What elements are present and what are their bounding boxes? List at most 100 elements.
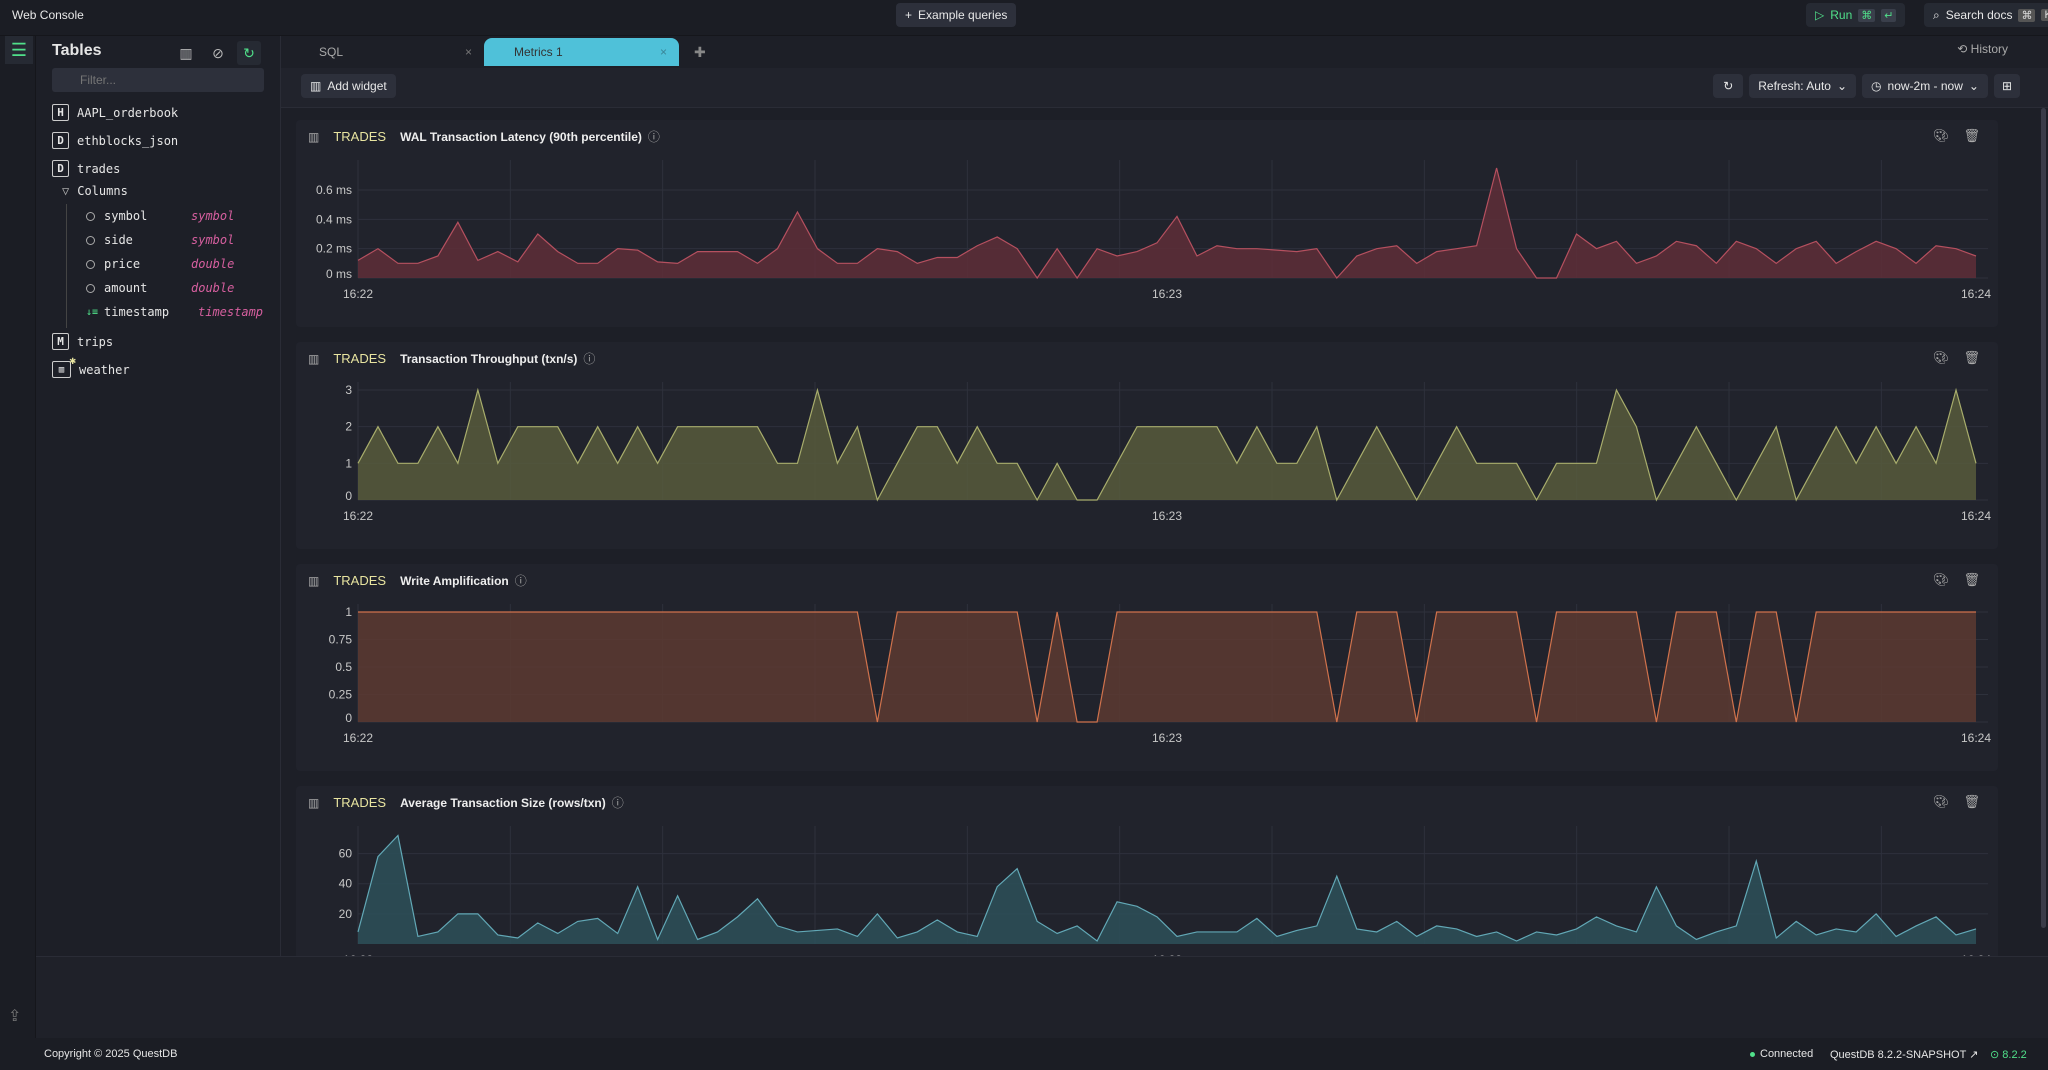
version-short: 8.2.2 — [2002, 1049, 2027, 1061]
close-icon[interactable]: × — [464, 45, 472, 59]
y-tick-label: 0 — [345, 711, 352, 725]
x-tick-label: 16:23 — [1152, 731, 1182, 745]
activity-bar: ☰ ⇪ — [0, 36, 36, 1038]
column-item[interactable]: side symbol — [86, 233, 234, 247]
columns-toggle[interactable]: ▽ Columns — [62, 184, 128, 198]
widget-title: Write Amplification — [400, 573, 509, 588]
palette-icon[interactable]: 🎨︎ — [1932, 350, 1950, 365]
palette-icon[interactable]: 🎨︎ — [1932, 794, 1950, 809]
tab-metrics-1[interactable]: Metrics 1 × — [484, 38, 679, 66]
search-docs-button[interactable]: ⌕ Search docs ⌘ K — [1924, 3, 2048, 27]
external-link-icon: ↗ — [1969, 1049, 1979, 1061]
metrics-toolbar: ▥ Add widget ↻ Refresh: Auto ⌄ ◷ now-2m - n… — [281, 68, 2048, 108]
scrollbar[interactable] — [2041, 108, 2046, 928]
x-tick-label: 16:22 — [343, 287, 373, 301]
add-widget-button[interactable]: ▥ Add widget — [301, 74, 396, 98]
column-item[interactable]: ↓≡ timestamp timestamp — [86, 305, 263, 319]
tables-title: Tables — [52, 42, 102, 59]
column-name: symbol — [104, 209, 148, 223]
column-icon — [86, 211, 95, 221]
series-area — [358, 612, 1976, 722]
view-table-icon: ▥ ✱ — [52, 354, 76, 378]
refresh-now-button[interactable]: ↻ — [1713, 74, 1744, 98]
table-item[interactable]: ▥ ✱ weather — [52, 354, 130, 378]
run-label: Run — [1830, 8, 1853, 22]
x-tick-label: 16:24 — [1961, 287, 1991, 301]
widget-table: TRADES — [333, 573, 387, 588]
grid-icon: ⊞ — [2001, 79, 2012, 93]
x-tick-label: 16:24 — [1961, 509, 1991, 523]
column-type: double — [191, 257, 235, 271]
app-title: Web Console — [12, 8, 84, 22]
column-type: timestamp — [198, 305, 264, 319]
series-area — [358, 835, 1976, 944]
trash-icon[interactable]: 🗑︎ — [1963, 350, 1980, 365]
table-name: trades — [77, 161, 121, 176]
refresh-icon[interactable]: ↻ — [237, 41, 261, 65]
column-name: price — [104, 257, 141, 271]
status-label: Connected — [1760, 1048, 1814, 1060]
y-tick-label: 20 — [339, 907, 353, 921]
y-tick-label: 0 — [345, 489, 352, 503]
info-icon[interactable]: ⓘ — [514, 574, 527, 588]
chart: 0 1 2 3 16:22 16:23 16:24 — [343, 382, 1991, 523]
palette-icon[interactable]: 🎨︎ — [1932, 572, 1950, 587]
triangle-down-icon: ▽ — [62, 184, 70, 198]
time-range-select[interactable]: ◷ now-2m - now ⌄ — [1862, 74, 1988, 98]
column-item[interactable]: symbol symbol — [86, 209, 234, 223]
update-icon: ⊙ — [1990, 1049, 2003, 1061]
y-tick-label: 2 — [345, 420, 352, 434]
column-item[interactable]: amount double — [86, 281, 234, 295]
x-tick-label: 16:24 — [1961, 953, 1991, 956]
version-link[interactable]: QuestDB 8.2.2-SNAPSHOT ↗ — [1830, 1048, 1978, 1061]
tab-label: SQL — [319, 45, 344, 59]
metric-widget: ▥ TRADES Transaction Throughput (txn/s) … — [296, 342, 1998, 549]
trash-icon[interactable]: 🗑︎ — [1963, 794, 1980, 809]
x-tick-label: 16:22 — [343, 953, 373, 956]
upload-icon[interactable]: ⇪ — [8, 1008, 22, 1025]
layout-button[interactable]: ⊞ — [1993, 74, 2020, 98]
add-tab-icon[interactable]: ✚ — [694, 44, 706, 60]
kbd-k: K — [2041, 9, 2048, 21]
chart: 0 0.25 0.5 0.75 1 16:22 16:23 16:24 — [329, 604, 1991, 745]
trash-icon[interactable]: 🗑︎ — [1963, 128, 1980, 143]
series-line — [357, 387, 1977, 502]
widget-header: ▥ TRADES Write Amplification ⓘ — [308, 572, 527, 589]
kbd-cmd: ⌘ — [2018, 8, 2036, 22]
widget-title: WAL Transaction Latency (90th percentile… — [400, 129, 642, 144]
palette-icon[interactable]: 🎨︎ — [1932, 128, 1950, 143]
chart: 0 ms 0.2 ms 0.4 ms 0.6 ms 16:22 16:23 16:24 — [316, 160, 1991, 301]
close-icon[interactable]: × — [659, 45, 667, 59]
y-tick-label: 3 — [345, 383, 352, 397]
table-item[interactable]: H AAPL_orderbook — [52, 104, 178, 121]
database-icon[interactable]: ☰ — [5, 36, 33, 64]
y-tick-label: 40 — [339, 877, 353, 891]
table-name: trips — [77, 334, 114, 349]
info-icon[interactable]: ⓘ — [647, 130, 660, 144]
search-icon: ⌕ — [1933, 7, 1940, 22]
x-tick-label: 16:24 — [1961, 731, 1991, 745]
copyright: Copyright © 2025 QuestDB — [44, 1048, 178, 1060]
filter-input[interactable] — [52, 68, 264, 92]
check-circle-icon[interactable]: ⊘ — [212, 44, 224, 61]
info-icon[interactable]: ⓘ — [611, 796, 624, 810]
info-icon[interactable]: ⓘ — [583, 352, 596, 366]
example-queries-button[interactable]: + Example queries — [896, 3, 1017, 27]
column-item[interactable]: price double — [86, 257, 234, 271]
kbd-cmd: ⌘ — [1858, 8, 1876, 22]
history-button[interactable]: ⟲ History — [1957, 42, 2008, 56]
add-metrics-icon[interactable]: ▥ — [179, 44, 193, 61]
column-name: timestamp — [104, 305, 170, 319]
table-name: AAPL_orderbook — [77, 105, 179, 120]
example-queries-label: Example queries — [918, 8, 1008, 22]
trash-icon[interactable]: 🗑︎ — [1963, 572, 1980, 587]
tab-sql[interactable]: SQL × — [289, 38, 484, 66]
y-tick-label: 0 ms — [326, 267, 352, 281]
column-icon — [86, 235, 95, 245]
refresh-select[interactable]: Refresh: Auto ⌄ — [1749, 74, 1857, 98]
run-button[interactable]: ▷ Run ⌘ ↵ — [1806, 3, 1906, 27]
bottom-panel — [36, 956, 2048, 1038]
